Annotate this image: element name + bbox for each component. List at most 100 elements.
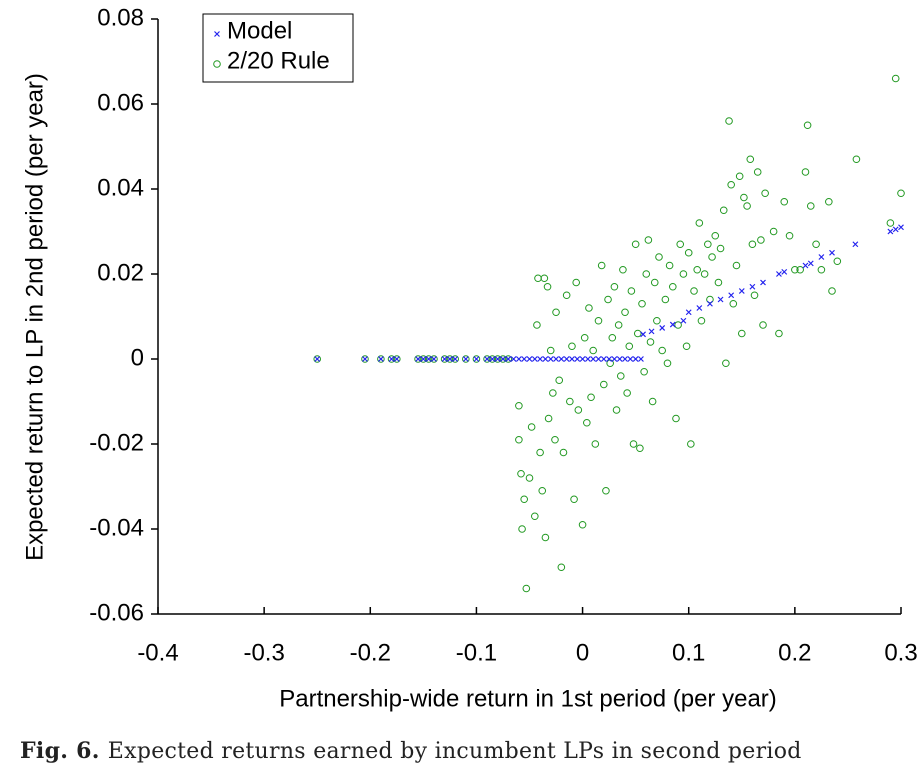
circle-marker (812, 240, 820, 249)
circle-marker (719, 206, 728, 215)
x-marker (452, 356, 459, 362)
circle-marker (572, 278, 581, 287)
circle-marker (852, 155, 861, 164)
circle-marker (761, 189, 769, 198)
x-marker (648, 328, 655, 335)
x-axis-label: Partnership-wide return in 1st period (p… (279, 685, 777, 712)
x-marker (547, 356, 554, 362)
circle-marker (597, 261, 606, 270)
circle-marker (538, 486, 547, 495)
x-marker (738, 288, 745, 294)
circle-marker (616, 372, 625, 380)
circle-marker (687, 440, 695, 448)
x-marker (685, 309, 692, 316)
circle-marker (589, 346, 597, 355)
x-marker (829, 249, 835, 256)
y-tick-label: 0 (131, 344, 144, 371)
circle-marker (825, 197, 833, 206)
x-marker (669, 321, 676, 328)
x-marker (415, 356, 421, 362)
circle-marker (791, 265, 799, 274)
circle-marker (653, 316, 661, 325)
x-marker (510, 356, 517, 362)
circle-marker (574, 406, 583, 414)
circle-marker (557, 563, 566, 572)
caption-label: Fig. 6. (20, 738, 100, 764)
circle-marker (732, 261, 741, 270)
x-marker (622, 356, 628, 362)
caption-text: Expected returns earned by incumbent LPs… (107, 739, 802, 764)
circle-marker (527, 423, 536, 431)
circle-marker (462, 355, 470, 363)
circle-marker (668, 282, 677, 291)
circle-marker (727, 180, 735, 189)
circle-marker (785, 231, 794, 240)
circle-marker (534, 274, 542, 283)
x-marker (574, 356, 581, 362)
x-tick-label: -0.3 (243, 639, 284, 666)
circle-marker (387, 355, 396, 363)
circle-marker (518, 525, 526, 533)
circle-marker (780, 197, 789, 206)
y-tick-label: -0.04 (89, 514, 144, 541)
x-marker (441, 356, 448, 362)
circle-marker (684, 248, 693, 257)
circle-marker (213, 60, 221, 68)
x-marker (425, 356, 432, 362)
x-marker (553, 356, 559, 362)
circle-marker (472, 355, 481, 363)
circle-marker (631, 240, 640, 249)
circle-marker (665, 261, 674, 270)
x-marker (898, 224, 904, 231)
circle-marker (578, 520, 587, 529)
circle-marker (642, 270, 651, 278)
x-marker (569, 356, 575, 362)
x-marker (521, 356, 528, 362)
x-marker (749, 283, 756, 290)
y-tick-label: 0.06 (97, 89, 144, 116)
circle-marker (610, 282, 619, 291)
circle-marker (640, 367, 648, 376)
circle-marker (748, 240, 757, 249)
x-marker (362, 356, 368, 362)
circle-marker (566, 397, 574, 406)
x-marker (431, 356, 437, 362)
circle-marker (440, 355, 449, 363)
circle-marker (621, 308, 629, 317)
x-marker (579, 356, 586, 362)
x-marker (484, 356, 490, 362)
x-marker (526, 356, 533, 362)
x-marker (542, 356, 549, 362)
figure-caption: Fig. 6. Expected returns earned by incumb… (20, 738, 920, 764)
circle-marker (704, 240, 712, 249)
circle-marker (648, 397, 657, 406)
circle-marker (722, 359, 730, 368)
x-marker (420, 356, 427, 362)
circle-marker (543, 282, 552, 291)
x-marker (611, 356, 618, 362)
x-marker (707, 300, 713, 307)
circle-marker (655, 253, 663, 261)
circle-marker (587, 393, 595, 402)
circle-marker (886, 219, 895, 227)
circle-marker (531, 512, 539, 521)
x-tick-label: -0.4 (137, 639, 178, 666)
circle-marker (377, 355, 385, 363)
x-marker (887, 228, 894, 235)
circle-marker (623, 389, 631, 397)
circle-marker (585, 304, 593, 312)
circle-marker (682, 342, 691, 351)
x-marker (892, 226, 899, 233)
x-marker (627, 356, 634, 362)
circle-marker (676, 240, 685, 249)
circle-marker (393, 355, 401, 363)
circle-marker (711, 231, 720, 240)
circle-marker (544, 414, 553, 423)
circle-marker (313, 355, 322, 363)
x-marker (606, 356, 613, 362)
circle-marker (540, 274, 549, 283)
circle-marker (619, 265, 627, 274)
circle-marker (493, 355, 502, 363)
circle-marker (759, 321, 767, 329)
x-marker (640, 331, 646, 338)
